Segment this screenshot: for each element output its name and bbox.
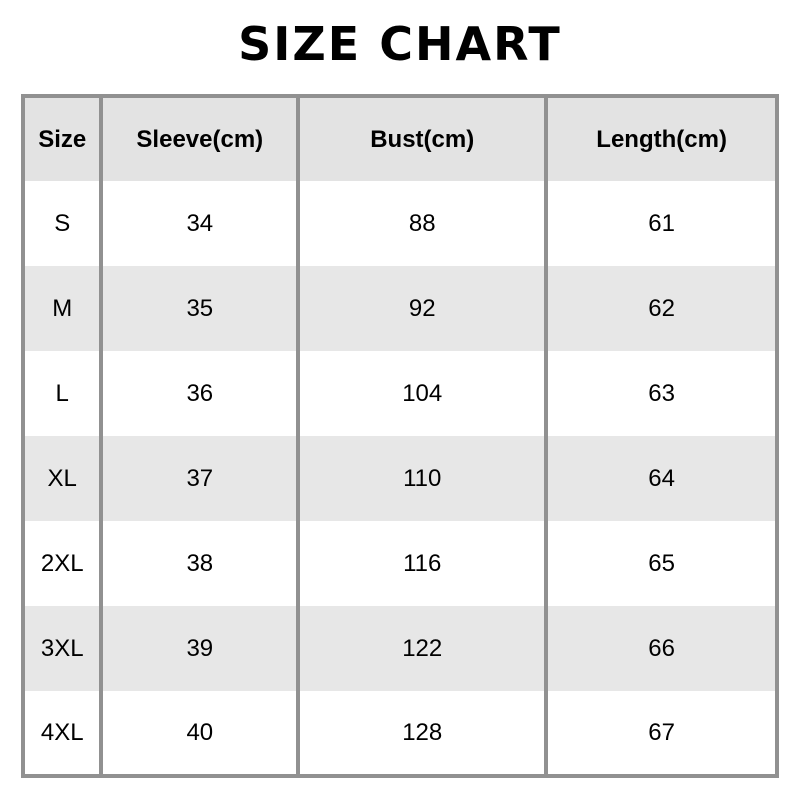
bust-cell: 122 xyxy=(296,606,547,691)
table-header-row: Size Sleeve(cm) Bust(cm) Length(cm) xyxy=(23,96,777,181)
size-chart-container: Size Sleeve(cm) Bust(cm) Length(cm) S 34… xyxy=(21,94,779,778)
length-cell: 63 xyxy=(544,351,777,436)
length-cell: 62 xyxy=(544,266,777,351)
bust-cell: 110 xyxy=(296,436,547,521)
bust-cell: 116 xyxy=(296,521,547,606)
size-cell: L xyxy=(55,379,69,407)
length-cell: 66 xyxy=(544,606,777,691)
table-row-2xl: 2XL 38 116 65 xyxy=(23,521,777,606)
column-header-bust: Bust(cm) xyxy=(296,96,547,181)
size-cell: 3XL xyxy=(23,606,102,691)
bust-cell: 92 xyxy=(296,266,547,351)
column-header-size: Size xyxy=(23,96,102,181)
table-row-xl: XL 37 110 64 xyxy=(23,436,777,521)
sleeve-cell: 34 xyxy=(99,181,299,266)
sleeve-cell: 40 xyxy=(99,691,299,776)
table-row-s: S 34 88 61 xyxy=(23,181,777,266)
length-cell: 61 xyxy=(544,181,777,266)
size-cell: M xyxy=(23,266,102,351)
table-row-l: L 36 104 63 xyxy=(23,351,777,436)
table-row-m: M 35 92 62 xyxy=(23,266,777,351)
size-cell: 2XL xyxy=(40,549,84,577)
length-cell: 64 xyxy=(544,436,777,521)
column-header-length: Length(cm) xyxy=(544,96,777,181)
sleeve-cell: 39 xyxy=(99,606,299,691)
size-cell: S xyxy=(54,209,71,237)
sleeve-cell: 37 xyxy=(99,436,299,521)
column-header-sleeve: Sleeve(cm) xyxy=(99,96,299,181)
table-row-3xl: 3XL 39 122 66 xyxy=(23,606,777,691)
length-cell: 67 xyxy=(544,691,777,776)
sleeve-cell: 35 xyxy=(99,266,299,351)
bust-cell: 88 xyxy=(296,181,547,266)
bust-cell: 104 xyxy=(296,351,547,436)
size-cell: XL xyxy=(23,436,102,521)
sleeve-cell: 36 xyxy=(99,351,299,436)
bust-cell: 128 xyxy=(296,691,547,776)
size-cell: 4XL xyxy=(40,718,84,746)
table-row-4xl: 4XL 40 128 67 xyxy=(23,691,777,776)
length-cell: 65 xyxy=(544,521,777,606)
page-title: SIZE CHART xyxy=(238,17,562,71)
size-chart-table: Size Sleeve(cm) Bust(cm) Length(cm) S 34… xyxy=(21,94,779,778)
sleeve-cell: 38 xyxy=(99,521,299,606)
